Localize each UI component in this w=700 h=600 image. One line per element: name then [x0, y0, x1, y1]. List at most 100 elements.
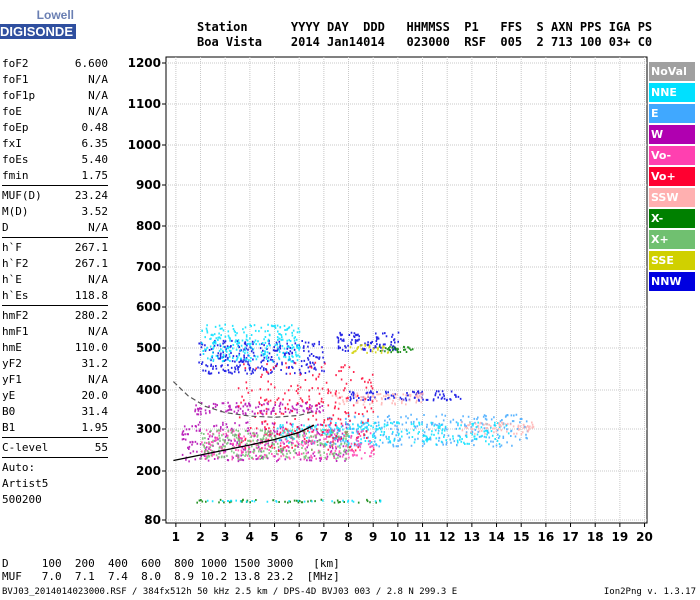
param-value: 267.1	[74, 257, 108, 270]
station-header: Station YYYY DAY DDD HHMMSS P1 FFS S AXN…	[197, 20, 652, 50]
param-name: D	[2, 221, 9, 234]
distance-row: D 100 200 400 600 800 1000 1500 3000 [km…	[2, 557, 340, 570]
param-name: fmin	[2, 169, 29, 182]
auto-line: 500200	[2, 493, 42, 506]
x-tick-label: 19	[612, 530, 629, 544]
y-tick-label: 200	[136, 464, 161, 478]
param-row: yF1 N/A	[2, 372, 108, 388]
y-tick-label: 800	[136, 219, 161, 233]
param-name: yE	[2, 389, 16, 402]
digisonde-logo: Lowell DIGISONDE	[0, 0, 80, 48]
auto-line: Artist5	[2, 477, 49, 490]
param-name: h`E	[2, 273, 22, 286]
x-tick-label: 10	[390, 530, 407, 544]
x-tick-label: 2	[196, 530, 204, 544]
param-value: N/A	[88, 73, 108, 86]
param-row: D N/A	[2, 220, 108, 236]
logo-line1: Lowell	[36, 8, 74, 22]
param-separator	[2, 185, 108, 186]
legend-item-e: E	[649, 104, 695, 123]
param-value: 1.95	[81, 421, 109, 434]
param-row: foF1 N/A	[2, 72, 108, 88]
echo-trace-nnw	[349, 390, 462, 402]
param-name: hmF2	[2, 309, 29, 322]
param-name: M(D)	[2, 205, 29, 218]
param-name: yF2	[2, 357, 22, 370]
echo-trace-nne	[201, 323, 301, 363]
param-value: 0.48	[81, 121, 109, 134]
echo-trace-vo-	[237, 361, 375, 452]
echo-trace-x-	[378, 345, 414, 354]
param-value: N/A	[88, 221, 108, 234]
param-name: B0	[2, 405, 16, 418]
x-tick-label: 20	[636, 530, 653, 544]
legend-item-ssw: SSW	[649, 188, 695, 207]
param-value: N/A	[88, 89, 108, 102]
file-info: BVJ03_2014014023000.RSF / 384fx512h 50 k…	[2, 587, 458, 597]
param-row: B0 31.4	[2, 404, 108, 420]
param-row: M(D) 3.52	[2, 204, 108, 220]
param-row: yE 20.0	[2, 388, 108, 404]
legend-item-nnw: NNW	[649, 272, 695, 291]
header-labels: Station YYYY DAY DDD HHMMSS P1 FFS S AXN…	[197, 20, 653, 34]
y-tick-label: 500	[136, 341, 161, 355]
param-row: h`F2 267.1	[2, 256, 108, 272]
param-row: foF1p N/A	[2, 88, 108, 104]
y-tick-label: 1200	[128, 56, 161, 70]
x-tick-label: 11	[414, 530, 431, 544]
param-row: C-level 55	[2, 440, 108, 456]
param-row: hmF1 N/A	[2, 324, 108, 340]
x-tick-label: 7	[320, 530, 328, 544]
muf-row: MUF 7.0 7.1 7.4 8.0 8.9 10.2 13.8 23.2 […	[2, 570, 340, 583]
param-row: h`F 267.1	[2, 240, 108, 256]
param-name: foE	[2, 105, 22, 118]
param-row: foF2 6.600	[2, 56, 108, 72]
param-value: 5.40	[81, 153, 109, 166]
virtual-height-curve	[173, 424, 315, 462]
legend-item-vo-: Vo-	[649, 146, 695, 165]
param-name: B1	[2, 421, 16, 434]
param-row: h`Es 118.8	[2, 288, 108, 304]
echo-trace-vo-	[201, 429, 375, 461]
y-tick-label: 900	[136, 178, 161, 192]
param-row: B1 1.95	[2, 420, 108, 436]
param-name: yF1	[2, 373, 22, 386]
param-value: 280.2	[74, 309, 108, 322]
param-row: foEs 5.40	[2, 152, 108, 168]
param-row: fmin 1.75	[2, 168, 108, 184]
x-tick-label: 1	[172, 530, 180, 544]
muf-table: D 100 200 400 600 800 1000 1500 3000 [km…	[2, 557, 340, 583]
y-tick-label: 700	[136, 260, 161, 274]
density-profile-curve	[172, 381, 315, 418]
polarization-legend: NoVal NNE E W Vo- Vo+ SSW X- X+ SSE NNW	[649, 62, 695, 293]
echo-trace-ssw	[331, 392, 424, 406]
param-row: foEp 0.48	[2, 120, 108, 136]
param-value: 31.4	[81, 405, 109, 418]
legend-item-w: W	[649, 125, 695, 144]
echo-trace-x-	[196, 498, 381, 504]
y-tick-label: 400	[136, 383, 161, 397]
param-name: hmF1	[2, 325, 29, 338]
echo-trace-ssw	[460, 421, 535, 436]
param-separator	[2, 237, 108, 238]
auto-line: Auto:	[2, 461, 36, 474]
x-tick-label: 15	[513, 530, 530, 544]
parameter-list: foF2 6.600 foF1 N/A foF1p N/A foE N/A foEp 0.48 fx…	[2, 56, 108, 508]
x-tick-label: 4	[246, 530, 254, 544]
param-value: 110.0	[74, 341, 108, 354]
param-row: hmF2 280.2	[2, 308, 108, 324]
param-value: 267.1	[74, 241, 108, 254]
param-value: 1.75	[81, 169, 109, 182]
param-name: C-level	[2, 441, 49, 454]
x-tick-label: 5	[270, 530, 278, 544]
echo-trace-e	[325, 413, 529, 448]
echo-trace-w	[181, 421, 349, 463]
param-name: foEp	[2, 121, 29, 134]
y-tick-label: 300	[136, 422, 161, 436]
param-value: 6.35	[81, 137, 109, 150]
x-tick-label: 12	[439, 530, 456, 544]
param-name: foF1	[2, 73, 29, 86]
param-name: hmE	[2, 341, 22, 354]
param-value: N/A	[88, 325, 108, 338]
